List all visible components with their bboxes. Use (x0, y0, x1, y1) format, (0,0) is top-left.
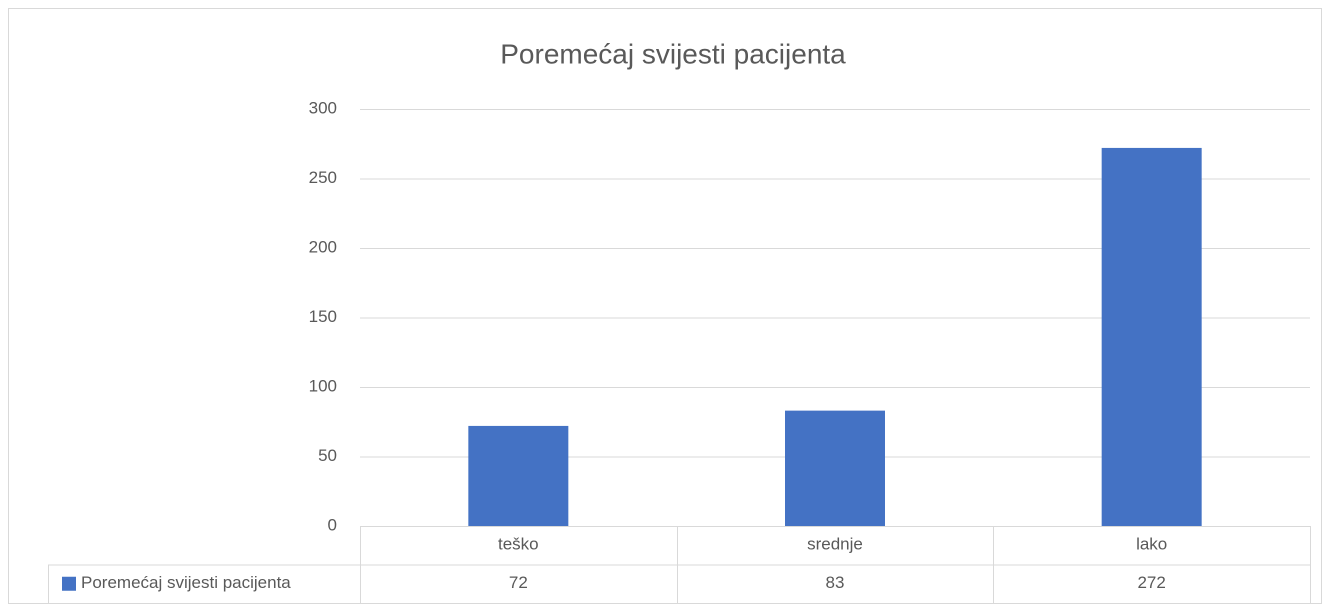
table-value: 83 (826, 573, 845, 592)
x-tick-label: teško (498, 535, 539, 554)
y-tick-label: 100 (309, 376, 337, 395)
table-value: 272 (1137, 573, 1165, 592)
bar (785, 410, 885, 526)
y-tick-label: 150 (309, 307, 337, 326)
chart-title: Poremećaj svijesti pacijenta (500, 38, 846, 69)
x-tick-label: srednje (807, 535, 863, 554)
y-tick-label: 50 (318, 446, 337, 465)
y-tick-label: 0 (328, 515, 337, 534)
table-value: 72 (509, 573, 528, 592)
legend-label: Poremećaj svijesti pacijenta (81, 573, 291, 592)
bar (1101, 147, 1202, 527)
bar (468, 425, 569, 526)
y-tick-label: 250 (309, 168, 337, 187)
y-tick-label: 300 (309, 98, 337, 117)
legend-key (62, 576, 76, 591)
y-tick-label: 200 (309, 237, 337, 256)
x-tick-label: lako (1136, 535, 1167, 554)
